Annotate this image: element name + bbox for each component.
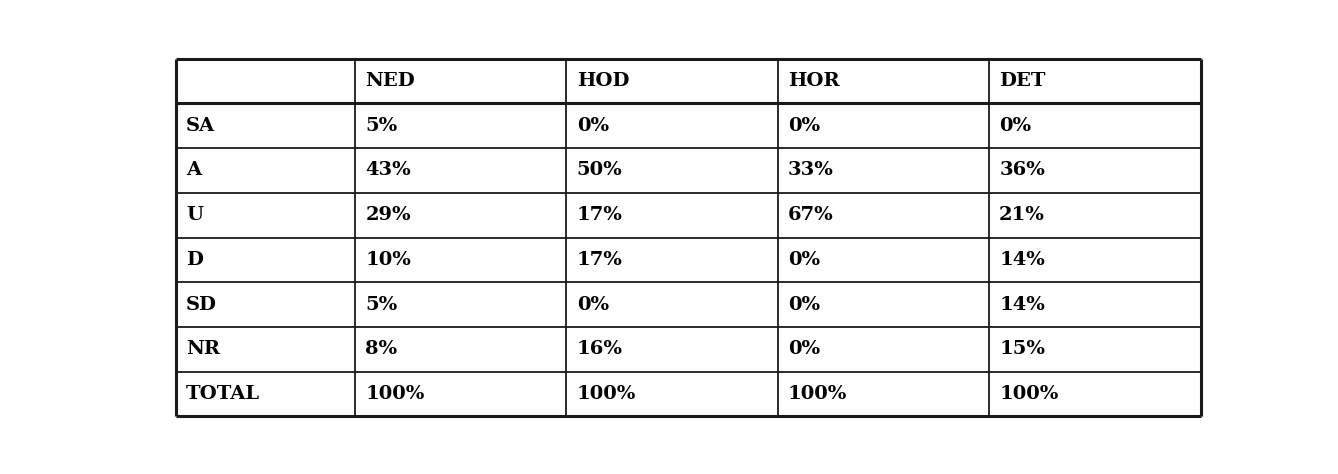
Text: 0%: 0%: [577, 296, 609, 314]
Text: 8%: 8%: [365, 340, 397, 358]
Text: 43%: 43%: [365, 162, 411, 180]
Text: 0%: 0%: [577, 117, 609, 135]
Text: SD: SD: [186, 296, 217, 314]
Text: D: D: [186, 251, 203, 269]
Text: 5%: 5%: [365, 117, 397, 135]
Text: 21%: 21%: [999, 206, 1045, 224]
Text: DET: DET: [999, 73, 1046, 91]
Text: U: U: [186, 206, 203, 224]
Text: 67%: 67%: [788, 206, 834, 224]
Text: 0%: 0%: [788, 251, 820, 269]
Text: 100%: 100%: [577, 385, 636, 403]
Text: 0%: 0%: [999, 117, 1032, 135]
Text: 16%: 16%: [577, 340, 622, 358]
Text: 33%: 33%: [788, 162, 834, 180]
Text: 10%: 10%: [365, 251, 411, 269]
Text: 100%: 100%: [788, 385, 847, 403]
Text: 100%: 100%: [999, 385, 1058, 403]
Text: 50%: 50%: [577, 162, 622, 180]
Text: NED: NED: [365, 73, 415, 91]
Text: 0%: 0%: [788, 340, 820, 358]
Text: 5%: 5%: [365, 296, 397, 314]
Text: 17%: 17%: [577, 251, 622, 269]
Text: SA: SA: [186, 117, 215, 135]
Text: 36%: 36%: [999, 162, 1045, 180]
Text: 14%: 14%: [999, 251, 1045, 269]
Text: HOR: HOR: [788, 73, 839, 91]
Text: 100%: 100%: [365, 385, 424, 403]
Text: TOTAL: TOTAL: [186, 385, 260, 403]
Text: 15%: 15%: [999, 340, 1045, 358]
Text: A: A: [186, 162, 201, 180]
Text: 14%: 14%: [999, 296, 1045, 314]
Text: 17%: 17%: [577, 206, 622, 224]
Text: 29%: 29%: [365, 206, 411, 224]
Text: HOD: HOD: [577, 73, 629, 91]
Text: 0%: 0%: [788, 296, 820, 314]
Text: NR: NR: [186, 340, 219, 358]
Text: 0%: 0%: [788, 117, 820, 135]
